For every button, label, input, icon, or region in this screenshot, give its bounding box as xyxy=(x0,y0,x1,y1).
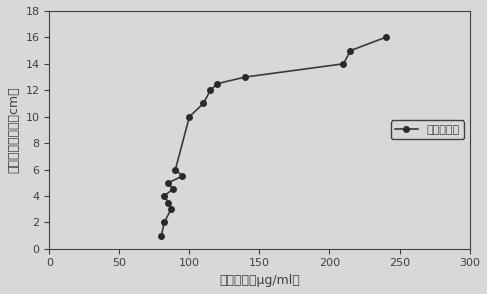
加二氧化氯 xyxy=(180,174,186,178)
加二氧化氯 xyxy=(169,188,175,191)
加二氧化氯 xyxy=(243,75,248,79)
加二氧化氯 xyxy=(169,207,174,211)
加二氧化氯 xyxy=(383,36,389,39)
加二氧化氯 xyxy=(340,62,346,66)
Legend: 加二氧化氯: 加二氧化氯 xyxy=(391,121,464,139)
加二氧化氯 xyxy=(172,168,178,171)
加二氧化氯 xyxy=(161,194,167,198)
加二氧化氯 xyxy=(201,102,206,105)
X-axis label: 蛋白浓度（μg/ml）: 蛋白浓度（μg/ml） xyxy=(219,274,300,287)
Line: 加二氧化氯: 加二氧化氯 xyxy=(159,35,388,238)
加二氧化氯 xyxy=(161,220,167,224)
加二氧化氯 xyxy=(187,115,192,118)
加二氧化氯 xyxy=(207,88,213,92)
加二氧化氯 xyxy=(348,49,354,52)
加二氧化氯 xyxy=(158,234,164,237)
Y-axis label: 距出水口的距离（cm）: 距出水口的距离（cm） xyxy=(7,86,20,173)
加二氧化氯 xyxy=(166,201,171,204)
加二氧化氯 xyxy=(214,82,220,85)
加二氧化氯 xyxy=(166,181,171,184)
